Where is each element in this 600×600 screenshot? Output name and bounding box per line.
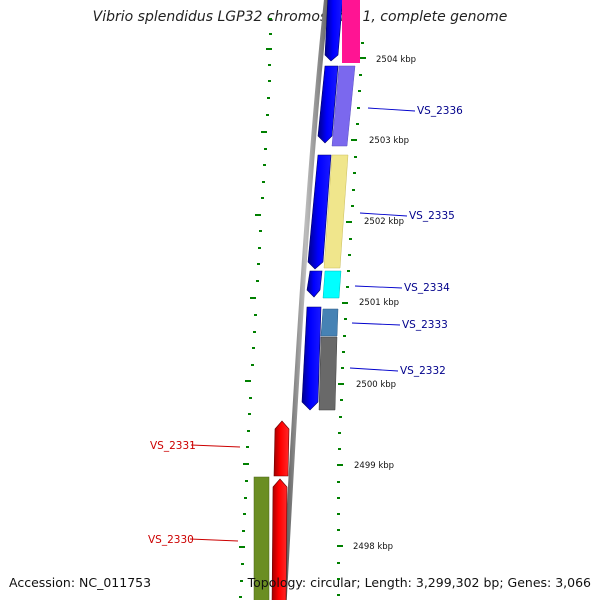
- cog-block-vs2334: [322, 270, 342, 299]
- marker-arc-inner: [239, 18, 272, 598]
- gene-label-vs2330[interactable]: VS_2330: [148, 534, 194, 546]
- kbp-label-2503: 2503 kbp: [369, 136, 409, 146]
- kbp-label-2499: 2499 kbp: [354, 461, 394, 471]
- gene-label-vs2331[interactable]: VS_2331: [150, 440, 196, 452]
- kbp-label-2504: 2504 kbp: [376, 55, 416, 65]
- gene-label-vs2333[interactable]: VS_2333: [402, 319, 448, 331]
- cog-block-top: [342, 0, 360, 63]
- gene-leader-lines: [189, 107, 416, 542]
- map-title: Vibrio splendidus LGP32 chromosome 1, co…: [92, 9, 508, 25]
- kbp-label-2502: 2502 kbp: [364, 217, 404, 227]
- gene-arrow-forward-vs2335[interactable]: [307, 154, 332, 270]
- gene-label-vs2336[interactable]: VS_2336: [417, 105, 463, 117]
- cog-block-vs2332: [318, 336, 338, 411]
- cog-block-vs2335: [323, 154, 349, 269]
- kbp-label-2501: 2501 kbp: [359, 298, 399, 308]
- cog-block-vs2333: [320, 308, 339, 337]
- gene-arrow-forward-vs2336[interactable]: [317, 65, 339, 144]
- cog-block-vs2330: [253, 476, 270, 600]
- kbp-label-2500: 2500 kbp: [356, 380, 396, 390]
- gene-label-vs2332[interactable]: VS_2332: [400, 365, 446, 377]
- gene-arrow-forward-vs2334[interactable]: [306, 270, 323, 298]
- genome-summary-text: Topology: circular; Length: 3,299,302 bp…: [247, 575, 591, 590]
- kbp-label-2498: 2498 kbp: [353, 542, 393, 552]
- gene-label-vs2334[interactable]: VS_2334: [404, 282, 450, 294]
- gene-arrow-forward-vs2333-2332[interactable]: [301, 306, 322, 411]
- gene-arrow-reverse-vs2331[interactable]: [273, 420, 290, 477]
- gene-arrow-forward-top[interactable]: [324, 0, 343, 62]
- accession-text: Accession: NC_011753: [9, 575, 152, 590]
- gene-label-vs2335[interactable]: VS_2335: [409, 210, 455, 222]
- gene-arrow-reverse-vs2330[interactable]: [271, 478, 288, 600]
- cog-block-vs2336: [331, 65, 356, 147]
- backbone-line: [281, 0, 329, 600]
- marker-arc-outer: [337, 42, 366, 596]
